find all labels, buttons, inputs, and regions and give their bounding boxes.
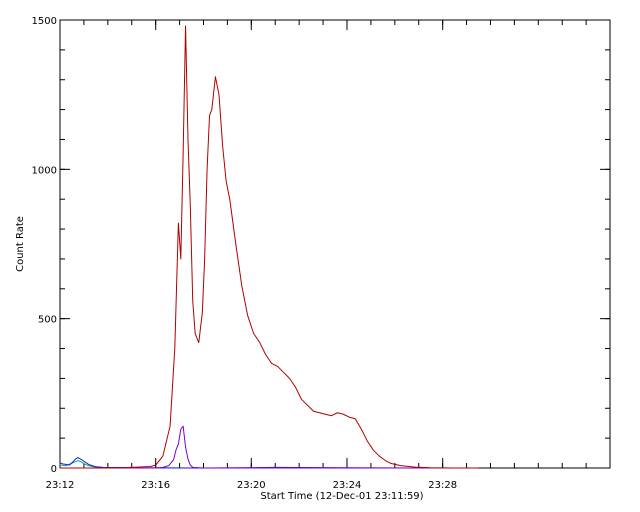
- y-tick-label: 0: [51, 464, 57, 475]
- blue-series-line: [59, 457, 479, 469]
- red-series-line: [59, 25, 479, 469]
- x-tick-label: 23:12: [46, 480, 75, 491]
- series-layer: [59, 25, 479, 469]
- y-tick-label: 1500: [32, 16, 57, 27]
- purple-series-line: [59, 425, 479, 469]
- x-axis-title: Start Time (12-Dec-01 23:11:59): [260, 491, 423, 502]
- x-tick-label: 23:20: [237, 480, 266, 491]
- y-axis-title: Count Rate: [15, 216, 26, 272]
- y-tick-label: 1000: [32, 165, 57, 176]
- x-tick-label: 23:16: [141, 480, 170, 491]
- x-tick-label: 23:24: [333, 480, 362, 491]
- plot-frame: [59, 19, 611, 469]
- axis-tick-labels: 23:12 23:16 23:20 23:24 23:28 0 500 1000 1500: [32, 16, 458, 491]
- x-tick-label: 23:28: [428, 480, 457, 491]
- y-tick-label: 500: [38, 315, 57, 326]
- axis-ticks: [59, 19, 610, 469]
